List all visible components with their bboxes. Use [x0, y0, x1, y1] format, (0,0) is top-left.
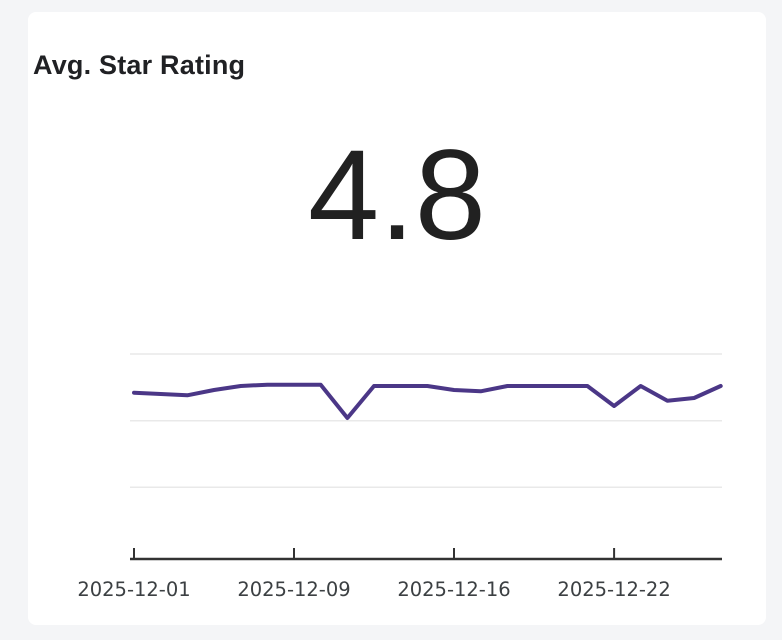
avg-star-rating-card: Avg. Star Rating 4.8 2025-12-01 2025-12-0…: [28, 12, 766, 625]
rating-trend-line: [132, 382, 723, 420]
rating-trend-chart: 2025-12-01 2025-12-09 2025-12-16 2025-12-22: [77, 353, 723, 601]
metric-value: 4.8: [308, 124, 486, 267]
x-axis-label: 2025-12-09: [237, 578, 350, 601]
x-axis-label: 2025-12-16: [397, 578, 510, 601]
x-axis-label: 2025-12-01: [77, 578, 190, 601]
x-axis-label: 2025-12-22: [557, 578, 670, 601]
card-title: Avg. Star Rating: [33, 50, 246, 80]
